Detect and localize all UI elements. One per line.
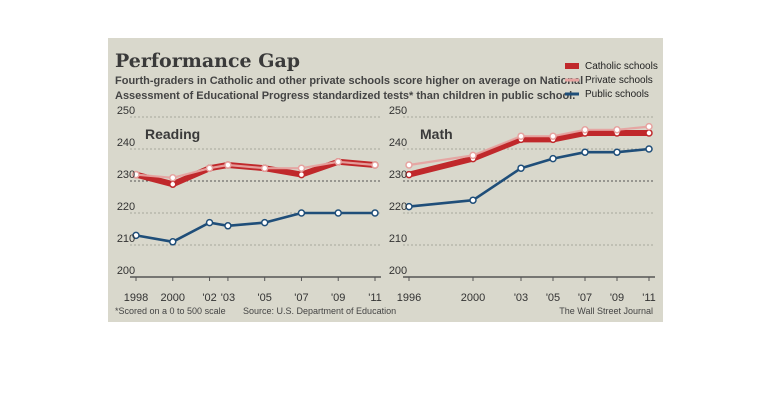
- source-note: Source: U.S. Department of Education: [243, 306, 396, 316]
- math-y-tick-250: 250: [389, 105, 407, 117]
- reading-private-point-2007: [297, 164, 306, 172]
- reading-x-tick-2011: '11: [368, 292, 382, 304]
- reading-x-tick-2000: 2000: [161, 292, 185, 304]
- footnote: *Scored on a 0 to 500 scale: [115, 306, 226, 316]
- reading-public-point-2005: [260, 218, 269, 227]
- math-x-tick-2007: '07: [578, 292, 592, 304]
- legend: Catholic schools Private schools Public sc…: [565, 61, 658, 100]
- math-private-point-1996: [405, 161, 413, 169]
- reading-private-point-2003: [224, 161, 232, 169]
- math-catholic-point-2011: [645, 129, 653, 137]
- math-x-tick-2003: '03: [514, 292, 528, 304]
- math-private-point-2007: [581, 126, 589, 134]
- reading-private-point-2005: [260, 164, 269, 172]
- reading-panel-title: Reading: [145, 126, 200, 142]
- reading-private-line: [134, 160, 377, 179]
- reading-private-point-2009: [334, 158, 342, 166]
- math-catholic-point-1996: [405, 170, 413, 179]
- chart-subtitle-line1: Fourth-graders in Catholic and other pri…: [115, 75, 583, 87]
- reading-public-point-2009: [334, 209, 342, 217]
- legend-label-public: Public schools: [585, 89, 649, 100]
- reading-y-tick-210: 210: [117, 233, 135, 245]
- math-y-tick-200: 200: [389, 265, 407, 277]
- legend-label-catholic: Catholic schools: [585, 61, 658, 72]
- chart-subtitle-line2: Assessment of Educational Progress stand…: [115, 90, 575, 102]
- reading-public-line: [134, 211, 377, 244]
- grid-layer: [130, 116, 655, 281]
- math-y-tick-220: 220: [389, 201, 407, 213]
- math-public-point-2005: [549, 154, 557, 163]
- reading-public-point-2002: [205, 218, 214, 227]
- reading-y-tick-250: 250: [117, 105, 135, 117]
- math-x-tick-2009: '09: [610, 292, 624, 304]
- math-x-tick-1996: 1996: [397, 292, 421, 304]
- math-private-point-2000: [469, 151, 477, 160]
- math-public-point-2009: [613, 148, 621, 156]
- reading-private-point-1998: [132, 170, 140, 179]
- reading-public-point-2011: [371, 209, 379, 217]
- reading-y-tick-220: 220: [117, 201, 135, 213]
- math-private-point-2005: [549, 132, 557, 140]
- lines-layer: [132, 122, 653, 246]
- reading-x-tick-2007: '07: [294, 292, 308, 304]
- math-panel-title: Math: [420, 126, 453, 142]
- reading-y-tick-240: 240: [117, 137, 135, 149]
- reading-catholic-point-2000: [169, 180, 177, 188]
- reading-x-tick-2005: '05: [258, 292, 272, 304]
- math-x-tick-2011: '11: [642, 292, 656, 304]
- math-public-point-2007: [581, 148, 589, 156]
- math-x-tick-2005: '05: [546, 292, 560, 304]
- reading-public-point-2003: [224, 222, 232, 230]
- credit-note: The Wall Street Journal: [559, 306, 653, 316]
- reading-public-point-2007: [297, 209, 306, 217]
- legend-label-private: Private schools: [585, 75, 653, 86]
- math-y-tick-230: 230: [389, 169, 407, 181]
- reading-x-tick-2009: '09: [331, 292, 345, 304]
- reading-x-tick-2002: '02: [202, 292, 216, 304]
- chart-background: [108, 38, 663, 322]
- text-layer: Performance Gap Fourth-graders in Cathol…: [115, 50, 656, 316]
- math-private-point-2011: [645, 122, 653, 131]
- math-public-point-2003: [517, 164, 525, 172]
- math-x-tick-2000: 2000: [461, 292, 485, 304]
- math-public-point-2000: [469, 196, 477, 204]
- reading-x-tick-2003: '03: [221, 292, 235, 304]
- reading-catholic-point-2007: [297, 170, 306, 179]
- reading-public-point-1998: [132, 231, 140, 240]
- reading-x-tick-1998: 1998: [124, 292, 148, 304]
- chart-title: Performance Gap: [115, 50, 300, 72]
- reading-y-tick-200: 200: [117, 265, 135, 277]
- reading-private-point-2000: [169, 174, 177, 182]
- reading-private-point-2011: [371, 161, 379, 169]
- math-y-tick-240: 240: [389, 137, 407, 149]
- reading-private-point-2002: [205, 164, 214, 172]
- reading-public-point-2000: [169, 238, 177, 246]
- math-y-tick-210: 210: [389, 233, 407, 245]
- math-public-point-2011: [645, 145, 653, 153]
- math-public-point-1996: [405, 202, 413, 211]
- math-private-point-2003: [517, 132, 525, 140]
- reading-y-tick-230: 230: [117, 169, 135, 181]
- math-private-point-2009: [613, 126, 621, 134]
